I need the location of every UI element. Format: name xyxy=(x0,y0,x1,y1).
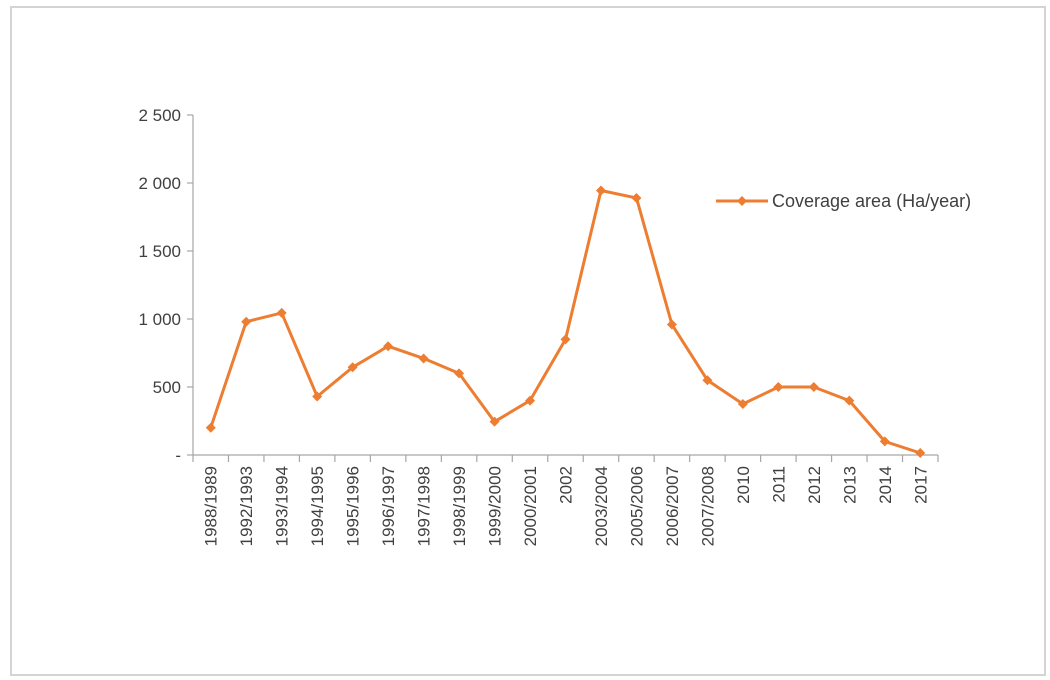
x-tick-label: 1997/1998 xyxy=(415,466,434,546)
series-coverage-area xyxy=(205,185,926,458)
y-tick-label: 2 000 xyxy=(138,174,181,193)
x-tick-label: 1993/1994 xyxy=(273,466,292,546)
legend-marker xyxy=(737,196,747,206)
x-tick-label: 2007/2008 xyxy=(698,466,717,546)
x-tick-label: 1988/1989 xyxy=(202,466,221,546)
x-tick-label: 1995/1996 xyxy=(344,466,363,546)
data-point xyxy=(241,316,252,327)
series-line xyxy=(209,189,921,455)
x-tick-label: 2012 xyxy=(805,466,824,504)
x-tick-label: 2002 xyxy=(557,466,576,504)
x-tick-label: 2014 xyxy=(876,466,895,504)
y-tick-label: 500 xyxy=(153,378,181,397)
data-point xyxy=(205,422,216,433)
x-axis: 1988/1989 1992/1993 1993/1994 1994/1995 1995… xyxy=(192,454,939,546)
data-point xyxy=(702,375,713,386)
x-tick-label: 2003/2004 xyxy=(592,466,611,546)
y-axis: - 500 1 000 1 500 2 000 2 500 xyxy=(138,106,194,465)
x-tick-label: 2006/2007 xyxy=(663,466,682,546)
x-tick-label: 2017 xyxy=(911,466,930,504)
data-point xyxy=(489,416,500,427)
x-tick-label: 2013 xyxy=(840,466,859,504)
data-point xyxy=(737,399,748,409)
data-point xyxy=(418,353,429,364)
x-tick-label: 2011 xyxy=(769,466,788,503)
data-point xyxy=(312,391,323,402)
data-point xyxy=(383,341,394,352)
data-point xyxy=(844,395,855,406)
data-point xyxy=(276,307,287,318)
data-point xyxy=(560,334,571,345)
y-tick-label: 1 500 xyxy=(138,242,181,261)
x-tick-label: 2010 xyxy=(734,466,753,504)
data-point xyxy=(915,447,926,458)
data-point xyxy=(347,362,358,373)
x-tick-label: 1998/1999 xyxy=(450,466,469,546)
data-point xyxy=(454,368,465,379)
chart-frame xyxy=(10,6,1046,676)
y-tick-label: 1 000 xyxy=(138,310,181,329)
data-point xyxy=(595,185,606,196)
x-tick-label: 1994/1995 xyxy=(308,466,327,546)
data-point xyxy=(879,436,890,447)
y-tick-label: - xyxy=(175,446,181,465)
x-tick-label: 1996/1997 xyxy=(379,466,398,546)
x-tick-label: 2005/2006 xyxy=(627,466,646,546)
data-point xyxy=(631,192,642,203)
data-point xyxy=(666,319,677,330)
x-tick-label: 2000/2001 xyxy=(521,466,540,546)
data-point xyxy=(525,395,536,406)
legend: Coverage area (Ha/year) xyxy=(716,191,971,211)
data-point xyxy=(808,382,819,392)
legend-label: Coverage area (Ha/year) xyxy=(772,191,971,211)
y-tick-label: 2 500 xyxy=(138,106,181,125)
data-point xyxy=(773,382,784,392)
x-tick-label: 1999/2000 xyxy=(486,466,505,546)
x-tick-label: 1992/1993 xyxy=(237,466,256,546)
